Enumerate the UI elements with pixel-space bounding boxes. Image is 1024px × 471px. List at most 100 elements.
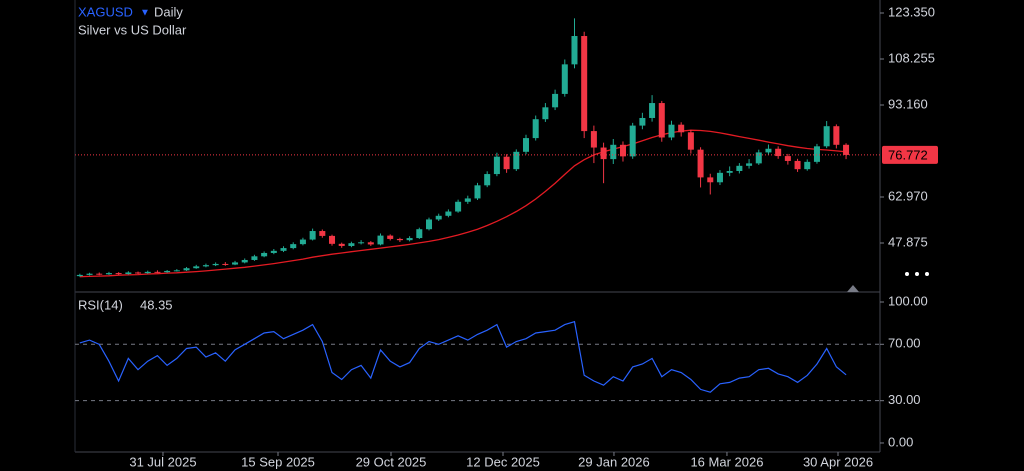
candle-body [707,177,714,183]
candle-body [164,270,171,273]
symbol[interactable]: XAGUSD [78,4,133,19]
x-tick-label: 30 Apr 2026 [803,454,873,469]
candle-body [96,273,103,275]
more-button[interactable] [905,272,929,276]
x-tick-label: 12 Dec 2025 [466,454,540,469]
y-tick-label: 70.00 [888,336,921,351]
candle-body [232,262,239,265]
candle-body [183,268,190,271]
moving-average [79,129,847,278]
candle-body [503,156,510,170]
y-tick-label: 47.875 [888,234,928,249]
candle-body [173,270,180,272]
candle-body [513,151,520,170]
candle-body [299,239,306,245]
candle-body [794,160,801,170]
candle-body [125,272,132,274]
y-tick-label: 123.350 [888,4,935,19]
candle-body [571,36,578,65]
candle-body [775,148,782,157]
candle-body [241,259,248,263]
dot [925,272,929,276]
candle-body [154,271,161,273]
candle-body [445,211,452,216]
symbol-dropdown[interactable]: ▼ [140,8,150,19]
candle-body [639,117,646,126]
candle-body [804,161,811,170]
x-tick-label: 16 Mar 2026 [690,454,763,469]
candle-body [348,243,355,246]
rsi-line [79,320,847,393]
candle-body [746,163,753,166]
candle-body [319,231,326,236]
rsi-value: 48.35 [140,297,173,312]
last-price-label: 76.772 [888,147,928,162]
candle-body [726,171,733,173]
candle-body [338,243,345,246]
candle-body [716,172,723,183]
candle-body [358,242,365,244]
candle-body [658,103,665,138]
candle-body [532,119,539,139]
candle-body [484,174,491,186]
candle-body [522,138,530,152]
dot [905,272,909,276]
x-tick-label: 29 Jan 2026 [578,454,650,469]
candle-body [474,185,481,199]
candle-body [222,263,229,265]
candle-body [377,235,384,245]
candle-body [202,265,209,267]
candle-body [493,156,500,175]
candle-body [629,125,636,157]
candle-body [396,238,403,241]
candle-body [687,132,694,150]
candle-body [823,126,830,147]
candle-body [464,198,471,202]
candle-body [668,124,675,138]
candle-body [755,152,762,164]
candle-body [561,64,568,94]
candle-body [697,149,704,178]
candle-body [86,273,93,275]
candle-body [135,272,142,274]
candle-body [435,215,442,220]
candle-body [251,256,258,260]
candle-body [115,273,122,275]
candle-body [813,146,820,162]
last-price-tag [882,145,938,164]
candle-body [619,144,626,157]
candle-body [765,148,772,153]
y-tick-label: 62.970 [888,188,928,203]
x-tick-label: 15 Sep 2025 [241,454,315,469]
candle-body [105,273,112,275]
candle-body [833,126,840,145]
candle-body [610,144,617,160]
y-tick-label: 30.00 [888,392,921,407]
candle-body [261,252,268,257]
dot [915,272,919,276]
candle-body [193,266,200,269]
candle-body [784,156,791,161]
candle-body [76,274,83,277]
candle-body [270,250,277,253]
x-tick-label: 29 Oct 2025 [356,454,427,469]
candle-body [212,263,219,266]
collapse-handle[interactable] [847,285,859,292]
candle-body [736,165,743,172]
candle-body [649,103,656,118]
subtitle: Silver vs US Dollar [78,22,187,37]
candle-body [590,131,597,148]
candle-body [600,147,607,160]
candle-body [581,36,588,132]
y-tick-label: 100.00 [888,293,928,308]
candle-body [455,201,462,212]
candle-body [280,248,287,251]
y-tick-label: 108.255 [888,50,935,65]
candle-body [425,219,433,230]
candle-body [406,238,413,241]
candle-body [367,242,374,245]
candle-body [416,229,423,239]
interval[interactable]: Daily [154,4,183,19]
